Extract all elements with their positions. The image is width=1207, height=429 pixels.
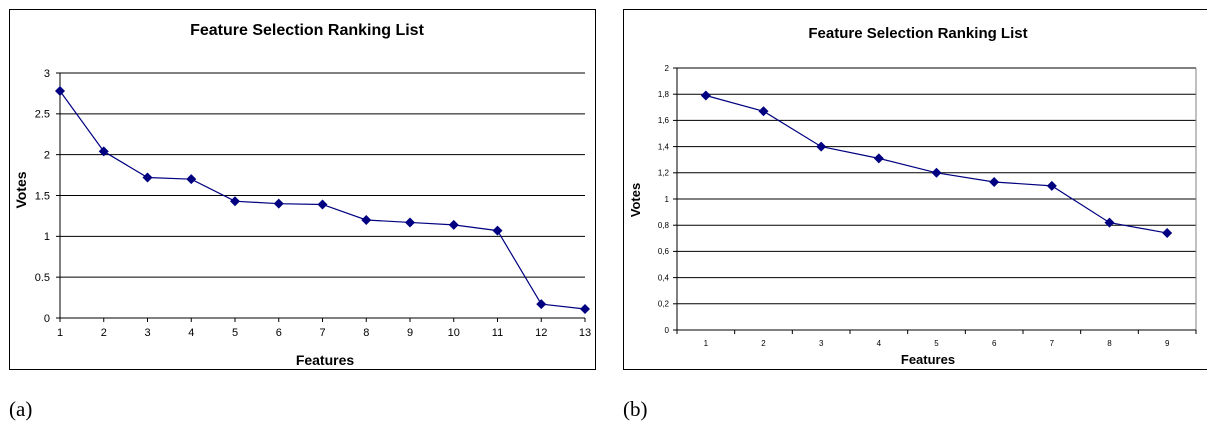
chart-b: Feature Selection Ranking List Features …	[628, 25, 1197, 367]
chart-a-y-tick-label: 3	[44, 68, 50, 80]
chart-b-y-tick-label: 0,8	[658, 221, 670, 230]
chart-b-y-tick-label: 1,6	[658, 116, 670, 125]
chart-a-x-tick-label: 2	[101, 327, 107, 339]
chart-b-y-tick-label: 0,2	[658, 300, 670, 309]
chart-b-series-line	[705, 94, 1168, 234]
chart-b-data-point	[1162, 228, 1173, 239]
chart-b-data-point	[816, 141, 827, 152]
chart-a-data-point	[536, 299, 547, 310]
chart-b-x-tick-label: 7	[1050, 339, 1055, 348]
chart-a-data-point	[55, 85, 65, 96]
chart-b-xlabel: Features	[901, 352, 955, 367]
chart-a-data-point	[580, 304, 590, 315]
chart-a-data-point	[405, 217, 415, 228]
chart-b-y-tick-label: 0,4	[658, 273, 670, 282]
chart-a-ylabel: Votes	[13, 171, 29, 208]
chart-a-frame: Feature Selection Ranking List Features …	[9, 9, 596, 370]
chart-a-title: Feature Selection Ranking List	[190, 22, 425, 39]
chart-a-data-point	[448, 219, 459, 230]
chart-b-x-tick-label: 2	[761, 339, 766, 348]
chart-b-data-point	[758, 106, 769, 117]
chart-a-plot-area: 00.511.522.531 2 3 4 5 6 7 8 9 10 11 12 13	[35, 68, 591, 339]
chart-b-data-point	[1104, 217, 1115, 228]
chart-a-y-tick-label: 0	[44, 313, 50, 325]
chart-a-data-point	[361, 215, 372, 225]
panel-label-a: (a)	[9, 397, 33, 421]
chart-b-data-point	[931, 167, 942, 178]
chart-a-x-tick-label: 3	[144, 327, 150, 339]
chart-a-x-tick-label: 5	[232, 327, 238, 339]
panel-label-b: (b)	[623, 397, 648, 421]
chart-a-x-tick-label: 13	[579, 327, 591, 339]
chart-a-data-point	[492, 225, 503, 236]
chart-b-y-tick-label: 1	[665, 195, 670, 204]
chart-b-x-tick-label: 4	[877, 339, 882, 348]
chart-a-data-point	[273, 198, 284, 209]
chart-b-data-point	[700, 90, 711, 101]
chart-a-x-tick-label: 7	[319, 327, 325, 339]
chart-a-y-tick-label: 2	[44, 150, 50, 162]
chart-b-y-tick-label: 0	[665, 326, 670, 335]
chart-a-y-tick-label: 1.5	[35, 190, 50, 202]
chart-a-x-tick-label: 9	[407, 327, 413, 339]
chart-b-data-point	[1046, 180, 1057, 191]
chart-b-data-point	[989, 176, 1000, 187]
chart-a-x-tick-label: 8	[363, 327, 369, 339]
chart-b-plot-area: 0 0,2 0,4 0,6 0,8 1 1,2 1,4 1,6 1,8 2 1 2 3 4 5 6 7 8 9	[658, 64, 1197, 348]
chart-b-x-tick-label: 1	[704, 339, 709, 348]
chart-a-y-tick-label: 1	[44, 231, 50, 243]
chart-b-y-tick-label: 1,2	[658, 169, 670, 178]
chart-b-title: Feature Selection Ranking List	[808, 25, 1027, 42]
chart-a-x-tick-label: 11	[492, 327, 503, 339]
chart-b-y-tick-label: 2	[665, 64, 670, 73]
chart-b-x-tick-label: 8	[1107, 339, 1112, 348]
chart-b-ylabel: Votes	[628, 183, 643, 217]
chart-b-x-tick-label: 6	[992, 339, 997, 348]
chart-a-data-point	[230, 196, 240, 207]
chart-a-data-point	[98, 146, 109, 157]
chart-b-x-tick-label: 9	[1165, 339, 1170, 348]
chart-a-x-tick-label: 4	[188, 327, 194, 339]
chart-a-data-point	[317, 199, 328, 210]
chart-a-data-point	[142, 172, 153, 183]
chart-a-x-tick-label: 6	[276, 327, 282, 339]
chart-b-y-tick-label: 1,8	[658, 90, 670, 99]
chart-a-xlabel: Features	[296, 352, 355, 368]
chart-a-y-tick-label: 0.5	[35, 272, 50, 284]
chart-b-frame: Feature Selection Ranking List Features …	[623, 9, 1207, 370]
chart-a-x-tick-label: 10	[448, 327, 460, 339]
chart-b-data-point	[873, 153, 884, 164]
chart-b-y-tick-label: 0,6	[658, 247, 670, 256]
chart-b-y-tick-label: 1,4	[658, 142, 670, 151]
chart-a-x-tick-label: 1	[57, 327, 63, 339]
chart-b-x-tick-label: 3	[819, 339, 824, 348]
chart-b-x-tick-label: 5	[934, 339, 939, 348]
chart-a-x-tick-label: 12	[535, 327, 547, 339]
chart-a-data-point	[186, 174, 197, 185]
chart-a: Feature Selection Ranking List Features …	[13, 22, 591, 368]
chart-a-y-tick-label: 2.5	[35, 109, 50, 121]
